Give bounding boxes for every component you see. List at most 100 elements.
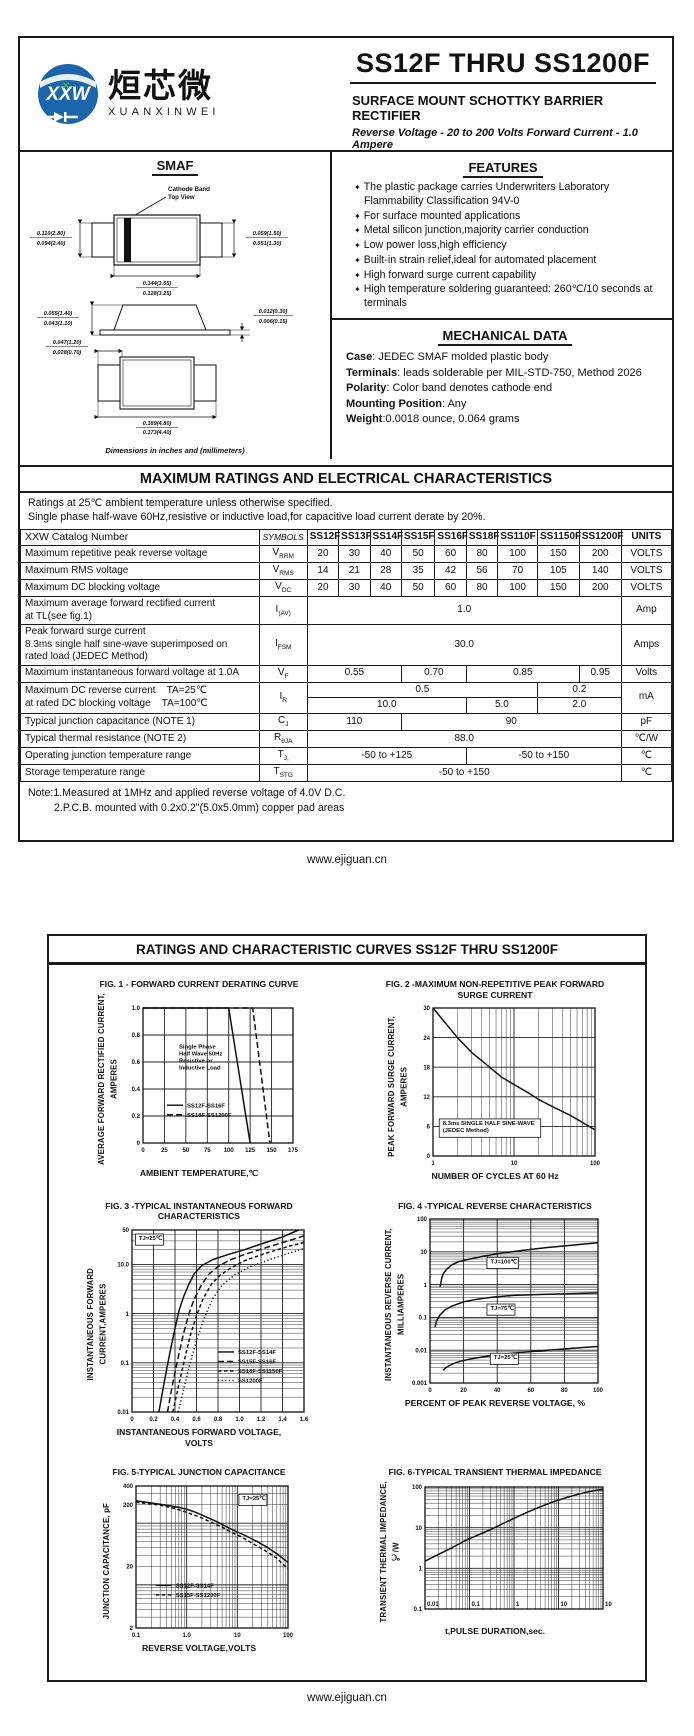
svg-text:8.3ms SINGLE HALF SINE-WAVE: 8.3ms SINGLE HALF SINE-WAVE (443, 1121, 535, 1127)
mechanical-data-row: Case: JEDEC SMAF molded plastic body (346, 350, 549, 363)
value-cell: 80 (465, 578, 499, 598)
value-cell: 200 (578, 544, 622, 563)
value-cell: 42 (434, 561, 467, 580)
svg-text:25: 25 (161, 1148, 168, 1154)
series-curve (135, 1500, 289, 1564)
svg-text:12: 12 (423, 1095, 430, 1101)
dim-label: 0.043(1.10) (44, 321, 73, 327)
svg-text:100: 100 (590, 1161, 601, 1167)
fig6-plot: 0.01 0.1 1 10 100 0.1 1 10 100 (412, 1486, 612, 1614)
value-cell: 70 (497, 561, 538, 580)
svg-text:0.2: 0.2 (149, 1417, 158, 1423)
svg-text:100: 100 (224, 1148, 235, 1154)
value-cell: 5.0 (465, 697, 538, 714)
figure-fig4: FIG. 4 -TYPICAL REVERSE CHARACTERISTICS I… (347, 1201, 643, 1450)
svg-text:200: 200 (123, 1503, 134, 1509)
svg-text:175: 175 (288, 1148, 299, 1154)
value-cell: 110 (306, 712, 402, 731)
package-section: SMAF Cathode Band Top View (20, 152, 332, 459)
value-cell: 2.0 (536, 697, 622, 714)
figure-xlabel: t,PULSE DURATION,sec. (444, 1625, 546, 1636)
value-cell: 40 (369, 578, 402, 598)
value-cell: 0.70 (400, 664, 467, 683)
svg-text:TJ=25℃: TJ=25℃ (494, 1355, 518, 1362)
svg-text:0.4: 0.4 (132, 1087, 141, 1093)
part-column-header: SS13F (338, 528, 372, 546)
table-row: Typical junction capacitance (NOTE 1) CJ 1… (20, 712, 673, 731)
figure-title: FIG. 6-TYPICAL TRANSIENT THERMAL IMPEDAN… (388, 1467, 602, 1478)
dimensions-footnote: Dimensions in inches and (millimeters) (105, 446, 245, 455)
figure-fig5: FIG. 5-TYPICAL JUNCTION CAPACITANCE JUNCT… (51, 1467, 347, 1654)
dim-label: 0.173(4.40) (143, 430, 172, 435)
value-cell: 0.55 (306, 664, 402, 683)
svg-text:1.0: 1.0 (235, 1417, 244, 1423)
value-cell: 88.0 (306, 729, 622, 748)
series-curve (434, 1292, 598, 1328)
value-cell: 0.85 (465, 664, 580, 683)
table-row: Maximum DC blocking voltage VDC 20 30 40 50 60… (20, 578, 673, 598)
figure-fig1: FIG. 1 - FORWARD CURRENT DERATING CURVE A… (51, 979, 347, 1183)
svg-text:0.1: 0.1 (419, 1316, 428, 1322)
part-column-header: SS15F (400, 528, 436, 546)
svg-text:0.8: 0.8 (214, 1417, 223, 1423)
svg-text:1.6: 1.6 (300, 1417, 309, 1423)
figure-ylabel: PEAK FORWARD SURGE CURRENT, AMPERES (387, 1015, 409, 1157)
value-cell: 100 (497, 578, 538, 598)
figure-ylabel: TRANSIENT THERMAL IMPEDANCE, ℃/W (379, 1481, 401, 1623)
brand-logo: XXW ✕ 烜芯微 XUANXINWEI (20, 38, 332, 150)
value-cell: 28 (369, 561, 402, 580)
callout-cathode-band: Cathode Band (168, 186, 210, 193)
figure-title: FIG. 3 -TYPICAL INSTANTANEOUS FORWARD CH… (105, 1200, 293, 1222)
legend-label: SS18F-SS1200F (187, 1113, 232, 1119)
svg-text:0.6: 0.6 (132, 1060, 141, 1066)
feature-item: ✦ For surface mounted applications (354, 209, 521, 222)
svg-text:0: 0 (141, 1148, 145, 1154)
page2-footer-url: www.ejiguan.cn (307, 1692, 387, 1704)
mechanical-data-section: MECHANICAL DATA Case: JEDEC SMAF molded … (332, 317, 672, 465)
svg-text:2: 2 (129, 1626, 133, 1632)
svg-text:0.01: 0.01 (427, 1602, 439, 1608)
svg-text:Resistive or: Resistive or (179, 1058, 213, 1064)
series-curve (172, 1241, 305, 1413)
ratings-note-1: Ratings at 25℃ ambient temperature unles… (28, 497, 333, 509)
svg-text:10: 10 (511, 1161, 518, 1167)
table-row: Operating junction temperature range TJ, -… (20, 746, 673, 766)
svg-text:1: 1 (419, 1567, 423, 1573)
svg-text:10: 10 (560, 1602, 567, 1608)
value-cell: 35 (400, 561, 436, 580)
value-cell: 14 (306, 561, 340, 580)
value-cell: 80 (465, 544, 499, 563)
svg-text:24: 24 (423, 1036, 430, 1042)
svg-text:80: 80 (561, 1388, 568, 1394)
svg-text:Single Phase: Single Phase (179, 1044, 216, 1050)
dim-label: 0.059(1.50) (253, 231, 282, 237)
svg-text:0.1: 0.1 (121, 1361, 130, 1367)
figure-title: FIG. 5-TYPICAL JUNCTION CAPACITANCE (112, 1467, 286, 1478)
dim-label: 0.051(1.30) (253, 241, 282, 247)
value-cell: 150 (536, 578, 580, 598)
value-cell: -50 to +150 (465, 746, 622, 766)
series-curve (432, 1007, 596, 1132)
svg-text:1.0: 1.0 (182, 1633, 191, 1639)
part-column-header: SS14F (369, 528, 403, 546)
svg-text:10.0: 10.0 (117, 1263, 129, 1269)
package-name: SMAF (20, 158, 330, 176)
value-cell: 40 (369, 544, 402, 563)
table-row: Maximum DC reverse current TA=25℃ at rate… (20, 681, 673, 714)
dim-label: 0.189(4.80) (143, 421, 172, 427)
figure-title: FIG. 1 - FORWARD CURRENT DERATING CURVE (99, 979, 299, 989)
table-row: Maximum RMS voltage VRMS 14 21 28 35 42 56 70 105… (20, 561, 673, 580)
ratings-note-2: Single phase half-wave 60Hz,resistive or… (28, 511, 486, 524)
dim-label: 0.047(1.20) (53, 340, 82, 346)
dim-label: 0.012(0.30) (259, 309, 288, 315)
fig2-plot: 1 10 100 0 6 12 18 24 30 8.3ms SINGLE HALF SINE-W… (423, 1007, 601, 1168)
svg-text:50: 50 (122, 1228, 129, 1234)
svg-text:(JEDEC Method): (JEDEC Method) (443, 1128, 489, 1134)
feature-item: ✦ High temperature soldering guaranteed: … (354, 283, 653, 310)
series-curve (166, 1235, 305, 1413)
brand-name-cn: 烜芯微 (108, 67, 213, 105)
svg-text:50: 50 (182, 1148, 189, 1154)
mechanical-data-title: MECHANICAL DATA (346, 327, 664, 346)
value-cell: 0.5 (306, 681, 538, 699)
figure-fig2: FIG. 2 -MAXIMUM NON-REPETITIVE PEAK FORW… (347, 979, 643, 1183)
